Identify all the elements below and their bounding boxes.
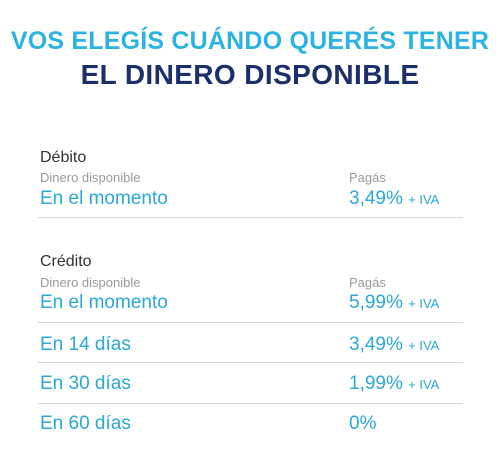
credito-rate-value: 5,99% <box>349 292 403 313</box>
credito-row-rate: 5,99% + IVA <box>349 291 439 316</box>
credito-divider <box>38 403 463 404</box>
credito-row-when: En 14 días <box>40 334 131 355</box>
credito-row-when: En 60 días <box>40 413 131 434</box>
credito-rate-suffix: + IVA <box>408 377 440 392</box>
headline-line-1: VOS ELEGÍS CUÁNDO QUERÉS TENER <box>10 27 490 55</box>
credito-row-when: En el momento <box>40 292 168 313</box>
credito-rate-value: 1,99% <box>349 373 403 394</box>
credito-col-available-label: Dinero disponible <box>40 275 141 290</box>
credito-row-rate: 1,99% + IVA <box>349 372 439 397</box>
credito-divider <box>38 362 463 363</box>
debito-rate-suffix: + IVA <box>408 192 440 207</box>
credito-rate-suffix: + IVA <box>408 338 440 353</box>
credito-section-title: Crédito <box>40 253 92 270</box>
debito-row-rate: 3,49% + IVA <box>349 187 439 212</box>
debito-row-when: En el momento <box>40 188 168 209</box>
debito-divider <box>38 217 463 218</box>
headline-line-2: EL DINERO DISPONIBLE <box>80 59 420 90</box>
credito-row-rate: 3,49% + IVA <box>349 333 439 358</box>
credito-row-when: En 30 días <box>40 373 131 394</box>
credito-rate-value: 0% <box>349 413 377 434</box>
debito-col-pay-label: Pagás <box>349 170 386 185</box>
debito-col-available-label: Dinero disponible <box>40 170 141 185</box>
debito-section-title: Débito <box>40 149 87 166</box>
debito-rate-value: 3,49% <box>349 188 403 209</box>
credito-row-rate: 0% <box>349 412 376 437</box>
credito-col-pay-label: Pagás <box>349 275 386 290</box>
credito-divider <box>38 322 463 323</box>
credito-rate-suffix: + IVA <box>408 296 440 311</box>
credito-rate-value: 3,49% <box>349 334 403 355</box>
